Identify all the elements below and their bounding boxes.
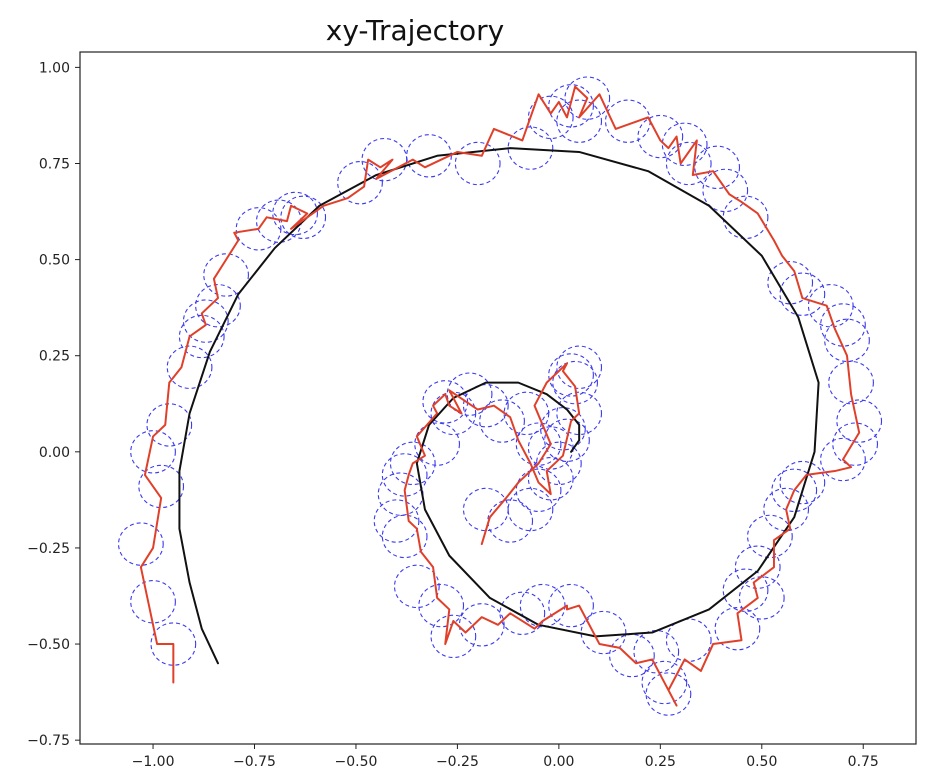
uncertainty-circle xyxy=(235,207,282,251)
uncertainty-circle xyxy=(499,591,546,635)
uncertainty-circle xyxy=(458,603,505,647)
y-tick-label: 0.50 xyxy=(39,253,70,269)
uncertainty-circle xyxy=(462,487,509,532)
uncertainty-circle xyxy=(820,437,866,482)
uncertainty-circle xyxy=(836,399,883,443)
uncertainty-circle xyxy=(373,499,420,543)
uncertainty-circle xyxy=(661,122,708,166)
uncertainty-circle xyxy=(272,191,318,236)
uncertainty-circle xyxy=(389,441,436,486)
uncertainty-circle xyxy=(779,272,826,316)
uncertainty-circle xyxy=(544,418,590,462)
y-axis-ticks: 1.00 0.75 0.50 0.25 0.00 −0.25 −0.50 −0.75 xyxy=(27,60,80,749)
y-tick-label: 0.25 xyxy=(39,349,70,365)
uncertainty-circle xyxy=(138,464,185,509)
uncertainty-circle xyxy=(548,353,594,397)
uncertainty-circle xyxy=(337,161,383,205)
uncertainty-circle xyxy=(779,460,826,505)
uncertainty-circle xyxy=(694,145,741,190)
uncertainty-circle xyxy=(130,430,176,474)
series-lines xyxy=(139,85,861,707)
x-axis-ticks: −1.00 −0.75 −0.50 −0.25 0.00 0.25 0.50 0.75 xyxy=(132,744,879,770)
uncertainty-circle xyxy=(418,583,465,628)
uncertainty-circle xyxy=(747,514,793,559)
uncertainty-circle xyxy=(828,360,874,405)
uncertainty-circle xyxy=(556,99,603,143)
uncertainty-circle xyxy=(767,260,814,305)
x-tick-label: 0.75 xyxy=(848,754,879,770)
uncertainty-circle xyxy=(454,141,501,186)
uncertainty-circle xyxy=(771,468,818,512)
uncertainty-circle xyxy=(637,114,684,159)
uncertainty-circle xyxy=(722,568,769,612)
uncertainty-circle xyxy=(430,614,477,659)
uncertainty-circle xyxy=(548,84,594,128)
uncertainty-circle xyxy=(195,284,241,328)
uncertainty-circle xyxy=(641,660,688,705)
uncertainty-circle xyxy=(564,76,611,120)
uncertainty-circle xyxy=(462,383,509,428)
y-tick-label: 0.00 xyxy=(39,445,70,461)
uncertainty-circle xyxy=(832,422,878,466)
y-tick-label: −0.25 xyxy=(27,541,70,557)
uncertainty-circle xyxy=(130,580,176,624)
uncertainty-circle xyxy=(527,457,574,501)
x-tick-label: −0.75 xyxy=(233,754,276,770)
y-tick-label: 1.00 xyxy=(39,60,70,76)
x-tick-label: 0.50 xyxy=(746,754,777,770)
chart-title: xy-Trajectory xyxy=(326,14,504,47)
uncertainty-circle xyxy=(146,403,193,447)
uncertainty-circle xyxy=(820,303,866,347)
uncertainty-circle xyxy=(446,372,493,416)
uncertainty-circle xyxy=(548,583,594,628)
uncertainty-circle xyxy=(519,583,566,628)
uncertainty-circle xyxy=(280,195,327,240)
uncertainty-circle xyxy=(414,422,460,466)
uncertainty-circle xyxy=(714,606,761,651)
uncertainty-circle xyxy=(536,441,582,486)
uncertainty-circle xyxy=(556,345,603,389)
estimated-trajectory-line xyxy=(139,85,861,707)
y-tick-label: 0.75 xyxy=(39,156,70,172)
uncertainty-circles xyxy=(118,76,883,716)
x-tick-label: −0.25 xyxy=(436,754,479,770)
uncertainty-circle xyxy=(665,618,712,662)
uncertainty-circle xyxy=(150,622,197,666)
uncertainty-circle xyxy=(507,487,554,532)
uncertainty-circle xyxy=(665,141,712,186)
uncertainty-circle xyxy=(722,195,769,240)
uncertainty-circle xyxy=(734,545,781,589)
uncertainty-circle xyxy=(580,610,627,655)
uncertainty-circle xyxy=(515,422,562,466)
uncertainty-circle xyxy=(479,399,525,443)
uncertainty-circle xyxy=(203,253,249,297)
uncertainty-circle xyxy=(166,345,213,389)
y-tick-label: −0.50 xyxy=(27,637,70,653)
uncertainty-circle xyxy=(702,168,749,213)
x-tick-label: 0.00 xyxy=(543,754,574,770)
x-tick-label: 0.25 xyxy=(645,754,676,770)
uncertainty-circle xyxy=(182,299,229,343)
uncertainty-circle xyxy=(381,453,428,497)
uncertainty-circle xyxy=(118,522,164,566)
uncertainty-circle xyxy=(487,499,534,543)
x-tick-label: −0.50 xyxy=(335,754,378,770)
uncertainty-circle xyxy=(556,391,603,436)
uncertainty-circle xyxy=(393,564,440,609)
reference-spiral-line xyxy=(178,147,820,665)
uncertainty-circle xyxy=(515,468,562,512)
uncertainty-circle xyxy=(824,318,870,363)
uncertainty-circle xyxy=(645,672,692,716)
y-tick-label: −0.75 xyxy=(27,733,70,749)
x-tick-label: −1.00 xyxy=(132,754,175,770)
uncertainty-circle xyxy=(763,487,810,532)
uncertainty-circle xyxy=(503,391,550,436)
uncertainty-circle xyxy=(552,360,598,405)
plot-area xyxy=(79,51,917,745)
